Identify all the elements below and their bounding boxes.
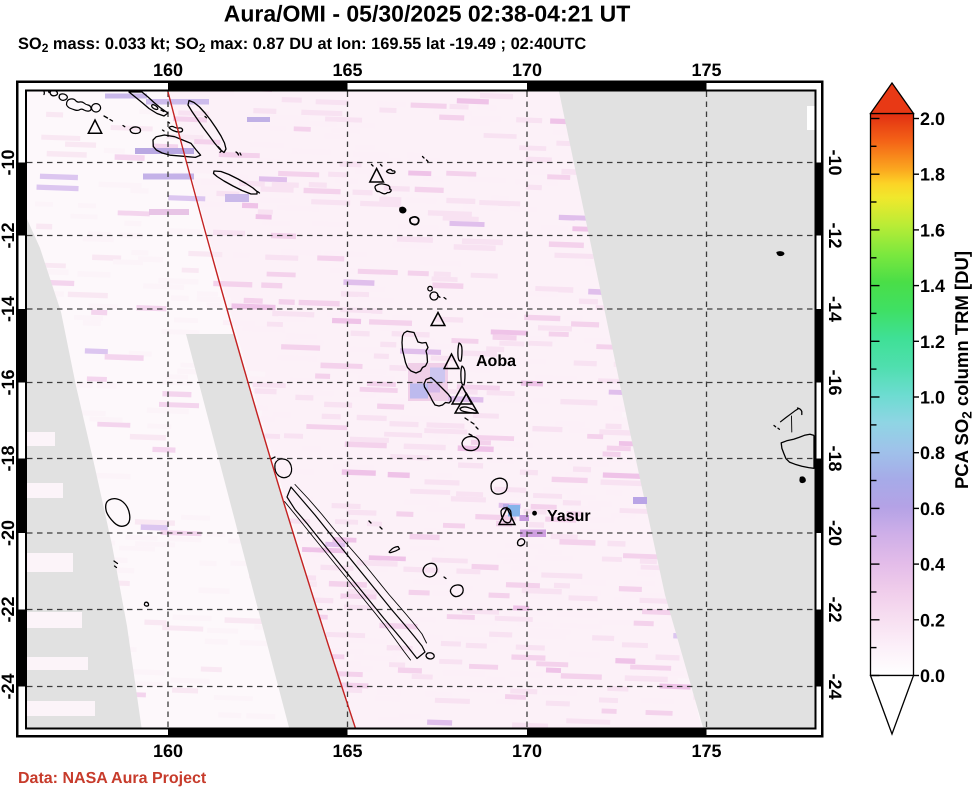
svg-text:160: 160 [153,741,183,761]
svg-text:-16: -16 [825,369,845,395]
svg-text:Data: NASA Aura Project: Data: NASA Aura Project [18,770,207,787]
svg-text:-24: -24 [825,673,845,699]
svg-text:-24: -24 [0,673,18,699]
svg-text:0.0: 0.0 [920,666,945,686]
svg-text:PCA SO2 column TRM [DU]: PCA SO2 column TRM [DU] [951,251,975,489]
svg-text:1.4: 1.4 [920,276,945,296]
svg-text:0.8: 0.8 [920,443,945,463]
svg-text:-12: -12 [0,222,18,248]
svg-text:-20: -20 [825,520,845,546]
svg-text:175: 175 [691,60,721,80]
svg-text:-14: -14 [825,296,845,322]
svg-text:-16: -16 [0,369,18,395]
svg-text:-18: -18 [0,445,18,471]
svg-text:170: 170 [512,741,542,761]
svg-text:Aura/OMI - 05/30/2025 02:38-04: Aura/OMI - 05/30/2025 02:38-04:21 UT [224,1,631,27]
svg-text:Yasur: Yasur [547,508,591,525]
svg-text:-14: -14 [0,296,18,322]
svg-text:Aoba: Aoba [476,353,516,370]
svg-text:2.0: 2.0 [920,109,945,129]
svg-text:1.8: 1.8 [920,165,945,185]
svg-text:165: 165 [332,741,362,761]
svg-text:170: 170 [512,60,542,80]
svg-text:-12: -12 [825,222,845,248]
svg-text:1.0: 1.0 [920,388,945,408]
svg-text:-10: -10 [825,149,845,175]
svg-text:-18: -18 [825,445,845,471]
svg-text:1.6: 1.6 [920,220,945,240]
svg-text:1.2: 1.2 [920,332,945,352]
svg-text:0.6: 0.6 [920,499,945,519]
svg-text:0.4: 0.4 [920,555,945,575]
svg-text:SO2 mass: 0.033 kt; SO2 max: 0: SO2 mass: 0.033 kt; SO2 max: 0.87 DU at … [18,35,586,55]
svg-text:0.2: 0.2 [920,610,945,630]
svg-text:-22: -22 [825,596,845,622]
svg-text:160: 160 [153,60,183,80]
svg-text:-20: -20 [0,520,18,546]
svg-text:-10: -10 [0,149,18,175]
svg-text:-22: -22 [0,596,18,622]
svg-text:165: 165 [332,60,362,80]
svg-text:175: 175 [691,741,721,761]
